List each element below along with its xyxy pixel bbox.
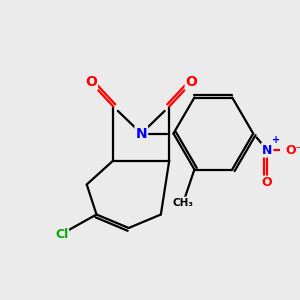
Text: +: + bbox=[272, 135, 280, 145]
Text: Cl: Cl bbox=[55, 227, 68, 241]
Text: O⁻: O⁻ bbox=[285, 143, 300, 157]
Text: O: O bbox=[85, 76, 97, 89]
Text: CH₃: CH₃ bbox=[173, 197, 194, 208]
Text: N: N bbox=[262, 143, 272, 157]
Text: O: O bbox=[262, 176, 272, 190]
Text: N: N bbox=[136, 127, 147, 140]
Text: O: O bbox=[186, 76, 198, 89]
